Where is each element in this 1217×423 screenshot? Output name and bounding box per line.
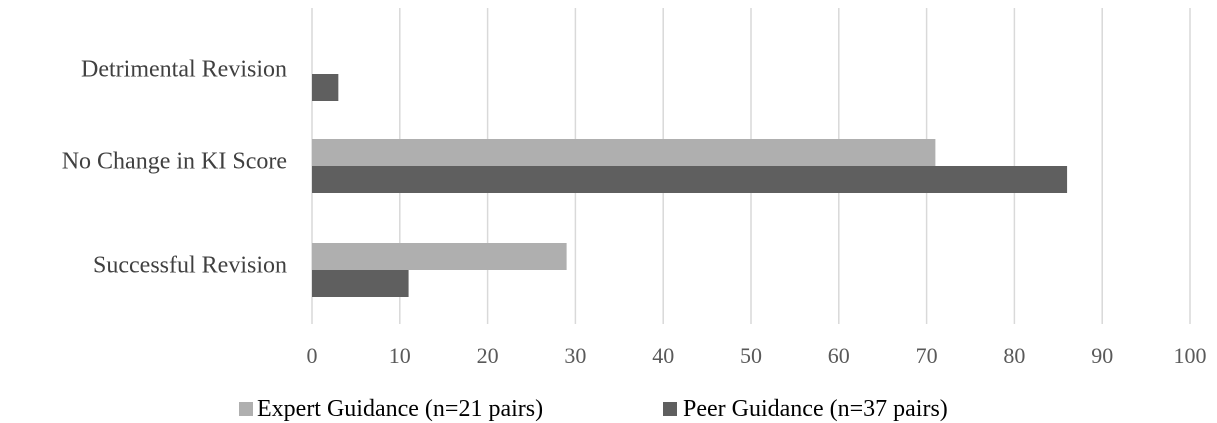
category-label: Successful Revision	[93, 253, 287, 279]
x-tick-label: 50	[740, 343, 762, 368]
x-tick-label: 40	[652, 343, 674, 368]
x-tick-label: 100	[1174, 343, 1207, 368]
x-tick-label: 80	[1003, 343, 1025, 368]
x-tick-label: 70	[916, 343, 938, 368]
legend: Expert Guidance (n=21 pairs) Peer Guidanc…	[239, 396, 948, 422]
x-tick-label: 30	[564, 343, 586, 368]
legend-label-peer: Peer Guidance (n=37 pairs)	[683, 396, 948, 422]
legend-label-expert: Expert Guidance (n=21 pairs)	[257, 396, 543, 422]
category-label: No Change in KI Score	[62, 149, 287, 175]
bar-peer-0	[312, 74, 339, 101]
legend-swatch-expert	[239, 402, 253, 416]
category-labels: Detrimental Revision No Change in KI Scor…	[62, 57, 287, 279]
x-tick-label: 20	[477, 343, 499, 368]
x-tick-label: 60	[828, 343, 850, 368]
bars	[312, 74, 1068, 297]
x-tick-labels: 0 10 20 30 40 50 60 70 80 90 100	[307, 343, 1207, 368]
x-tick-label: 10	[389, 343, 411, 368]
legend-swatch-peer	[663, 402, 677, 416]
x-tick-label: 0	[307, 343, 318, 368]
bar-expert-1	[312, 139, 936, 166]
bar-peer-2	[312, 270, 409, 297]
x-tick-label: 90	[1091, 343, 1113, 368]
bar-peer-1	[312, 166, 1068, 193]
category-label: Detrimental Revision	[81, 57, 287, 83]
bar-expert-2	[312, 243, 567, 270]
